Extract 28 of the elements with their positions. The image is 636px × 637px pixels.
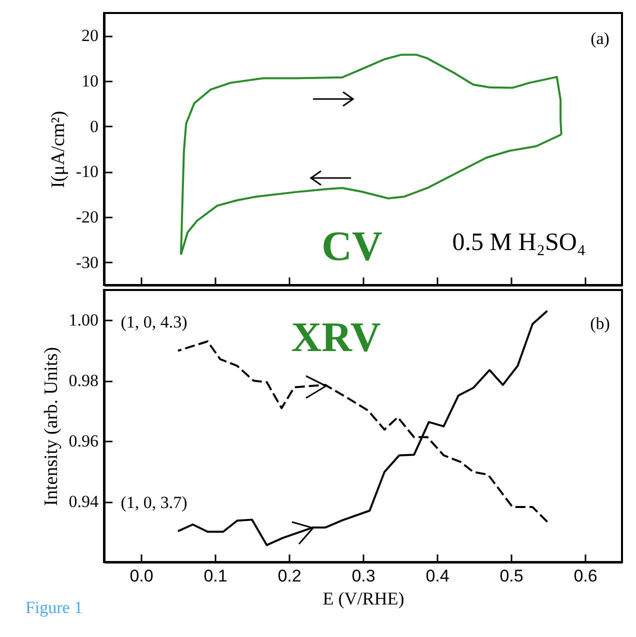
y-tick-label: 0.94 — [68, 492, 99, 512]
annotation: XRV — [291, 315, 381, 361]
y-tick-label: 0.96 — [68, 432, 98, 451]
y-tick-label: 10 — [82, 72, 98, 90]
x-tick-label: 0.5 — [500, 566, 524, 586]
x-tick-label: 0.6 — [574, 566, 598, 586]
x-tick-label: 0.3 — [352, 566, 376, 586]
annotation: 0.5 M H₂SO₄ — [452, 229, 586, 256]
series-label: (1, 0, 4.3) — [120, 312, 188, 332]
x-tick-label: 0.0 — [130, 566, 154, 586]
y-tick-label: 0 — [90, 116, 98, 136]
annotation: (b) — [590, 314, 610, 333]
y-tick-label: 1.00 — [68, 310, 98, 330]
annotation: CV — [322, 224, 382, 270]
y-tick-label: -10 — [76, 162, 98, 182]
y-tick-label: 20 — [82, 26, 98, 46]
y-axis-title: Intensity (arb. Units) — [40, 347, 62, 506]
x-tick-label: 0.2 — [278, 566, 302, 586]
series-label: (1, 0, 3.7) — [120, 493, 188, 512]
y-tick-label: -30 — [76, 252, 98, 272]
x-axis-title: E (V/RHE) — [322, 588, 404, 608]
annotation: (a) — [590, 29, 610, 48]
x-tick-label: 0.4 — [426, 566, 450, 586]
y-axis-title: I(μA/cm²) — [48, 110, 69, 188]
x-tick-label: 0.1 — [204, 566, 228, 586]
caption: Figure 1 — [25, 598, 83, 617]
y-tick-label: -20 — [76, 208, 98, 226]
y-tick-label: 0.98 — [68, 371, 98, 390]
